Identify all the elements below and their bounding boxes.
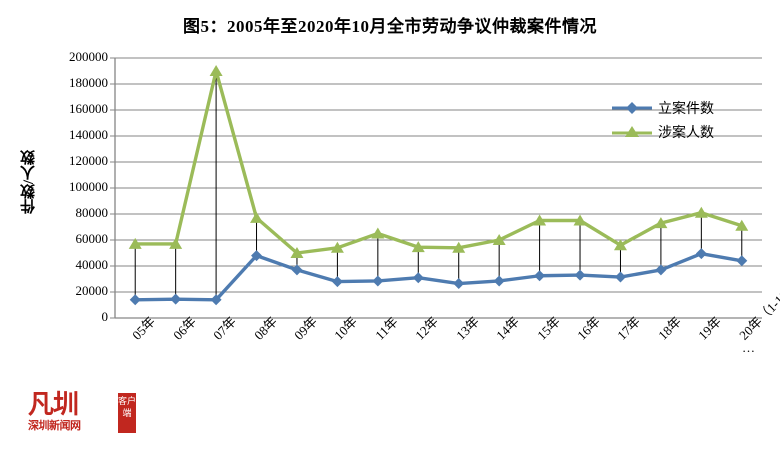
data-point-marker[interactable] <box>735 219 749 231</box>
data-point-marker[interactable] <box>250 211 264 223</box>
y-tick-label: 40000 <box>75 257 109 272</box>
data-point-marker[interactable] <box>371 227 385 239</box>
data-point-marker[interactable] <box>695 248 707 260</box>
y-tick-label: 0 <box>101 309 109 324</box>
y-tick-label: 200000 <box>69 49 108 64</box>
y-tick-label: 120000 <box>69 153 108 168</box>
data-point-marker[interactable] <box>694 206 708 218</box>
data-point-marker[interactable] <box>492 234 506 245</box>
chart-legend: 立案件数 涉案人数 <box>612 96 762 144</box>
data-point-marker[interactable] <box>251 250 263 262</box>
logo-subtitle: 深圳新闻网 <box>28 420 81 432</box>
data-point-marker[interactable] <box>291 264 303 276</box>
chart-title: 图5：2005年至2020年10月全市劳动争议仲裁案件情况 <box>183 17 597 36</box>
data-point-marker[interactable] <box>411 241 425 253</box>
data-point-marker[interactable] <box>534 270 546 282</box>
data-point-marker[interactable] <box>129 294 141 306</box>
y-axis-ticks: 0 20000 40000 60000 80000 100000 120000 140000 1… <box>38 0 108 449</box>
y-tick-label: 20000 <box>75 283 109 298</box>
series-line-shean-renshu <box>133 69 744 255</box>
data-point-marker[interactable] <box>613 239 627 251</box>
data-point-marker[interactable] <box>655 264 667 276</box>
data-point-marker[interactable] <box>736 255 748 267</box>
data-point-marker[interactable] <box>452 241 466 253</box>
data-point-marker[interactable] <box>128 237 142 249</box>
legend-item-shean-renshu[interactable]: 涉案人数 <box>612 120 762 144</box>
data-point-marker[interactable] <box>330 241 344 253</box>
data-point-marker[interactable] <box>169 237 183 249</box>
data-point-marker[interactable] <box>331 276 343 288</box>
data-point-marker[interactable] <box>372 275 384 287</box>
data-point-marker[interactable] <box>574 269 586 281</box>
data-point-marker[interactable] <box>210 294 222 306</box>
data-point-marker[interactable] <box>290 247 304 258</box>
logo-badge: 客户端 <box>118 393 136 433</box>
y-tick-label: 140000 <box>69 127 108 142</box>
series-line-lian-jianshu <box>133 251 744 302</box>
legend-marker-triangle-icon <box>612 125 652 139</box>
logo-glyph-main: 圳 <box>53 390 79 419</box>
y-tick-label: 180000 <box>69 75 108 90</box>
data-point-marker[interactable] <box>453 278 465 290</box>
data-point-marker[interactable] <box>170 293 182 305</box>
logo-glyph-prefix: 凡 <box>28 390 54 419</box>
y-tick-label: 60000 <box>75 231 109 246</box>
data-point-marker[interactable] <box>209 65 223 76</box>
y-tick-label: 100000 <box>69 179 108 194</box>
y-tick-label: 160000 <box>69 101 108 116</box>
data-point-marker[interactable] <box>533 214 547 226</box>
data-point-marker[interactable] <box>493 275 505 287</box>
legend-label-0: 立案件数 <box>658 102 714 117</box>
legend-label-1: 涉案人数 <box>658 126 714 141</box>
legend-item-lian-jianshu[interactable]: 立案件数 <box>612 96 762 120</box>
x-axis-ellipsis: … <box>742 340 755 355</box>
data-point-marker[interactable] <box>573 214 587 226</box>
y-tick-label: 80000 <box>75 205 109 220</box>
watermark-logo: 凡圳 客户端 深圳新闻网 <box>28 392 138 438</box>
data-point-marker[interactable] <box>614 271 626 283</box>
data-point-marker[interactable] <box>654 217 668 229</box>
legend-marker-diamond-icon <box>612 101 652 115</box>
data-point-marker[interactable] <box>412 272 424 284</box>
